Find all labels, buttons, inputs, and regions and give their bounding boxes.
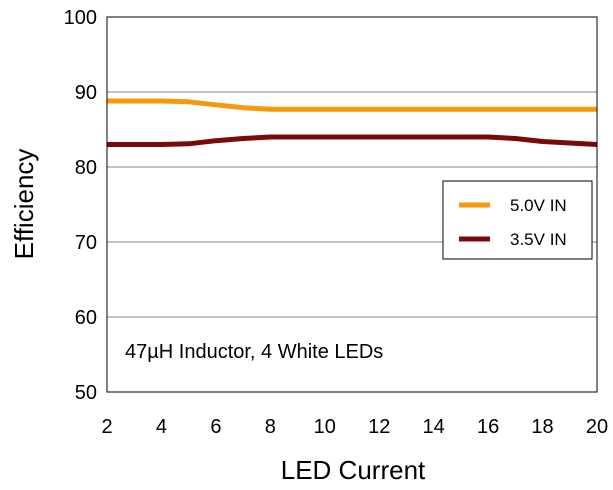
x-tick-label: 10 [314, 416, 336, 438]
y-axis-title: Efficiency [9, 149, 39, 260]
y-tick-label: 60 [75, 307, 97, 329]
y-tick-labels: 50 60 70 80 90 100 [64, 7, 97, 404]
legend-label-5v: 5.0V IN [510, 196, 567, 215]
x-tick-label: 16 [477, 416, 499, 438]
series-layer [107, 98, 598, 147]
y-tick-label: 50 [75, 382, 97, 404]
chart-annotation: 47µH Inductor, 4 White LEDs [125, 341, 383, 363]
x-tick-label: 2 [101, 416, 112, 438]
x-tick-label: 8 [265, 416, 276, 438]
y-tick-label: 70 [75, 232, 97, 254]
x-tick-labels: 2 4 6 8 10 12 14 16 18 20 [101, 416, 608, 438]
legend-label-3v5: 3.5V IN [510, 230, 567, 249]
x-tick-label: 18 [531, 416, 553, 438]
legend: 5.0V IN 3.5V IN [442, 180, 593, 260]
series-line-3v5 [107, 134, 598, 147]
legend-box [442, 180, 593, 260]
plot-frame [106, 16, 598, 393]
x-tick-label: 12 [368, 416, 390, 438]
x-tick-label: 6 [210, 416, 221, 438]
y-tick-label: 80 [75, 157, 97, 179]
x-tick-label: 14 [423, 416, 445, 438]
x-tick-label: 4 [156, 416, 167, 438]
x-axis-title: LED Current [281, 455, 426, 485]
series-line-5v [107, 98, 597, 112]
y-tick-label: 100 [64, 7, 97, 29]
y-tick-label: 90 [75, 82, 97, 104]
x-tick-label: 20 [586, 416, 608, 438]
